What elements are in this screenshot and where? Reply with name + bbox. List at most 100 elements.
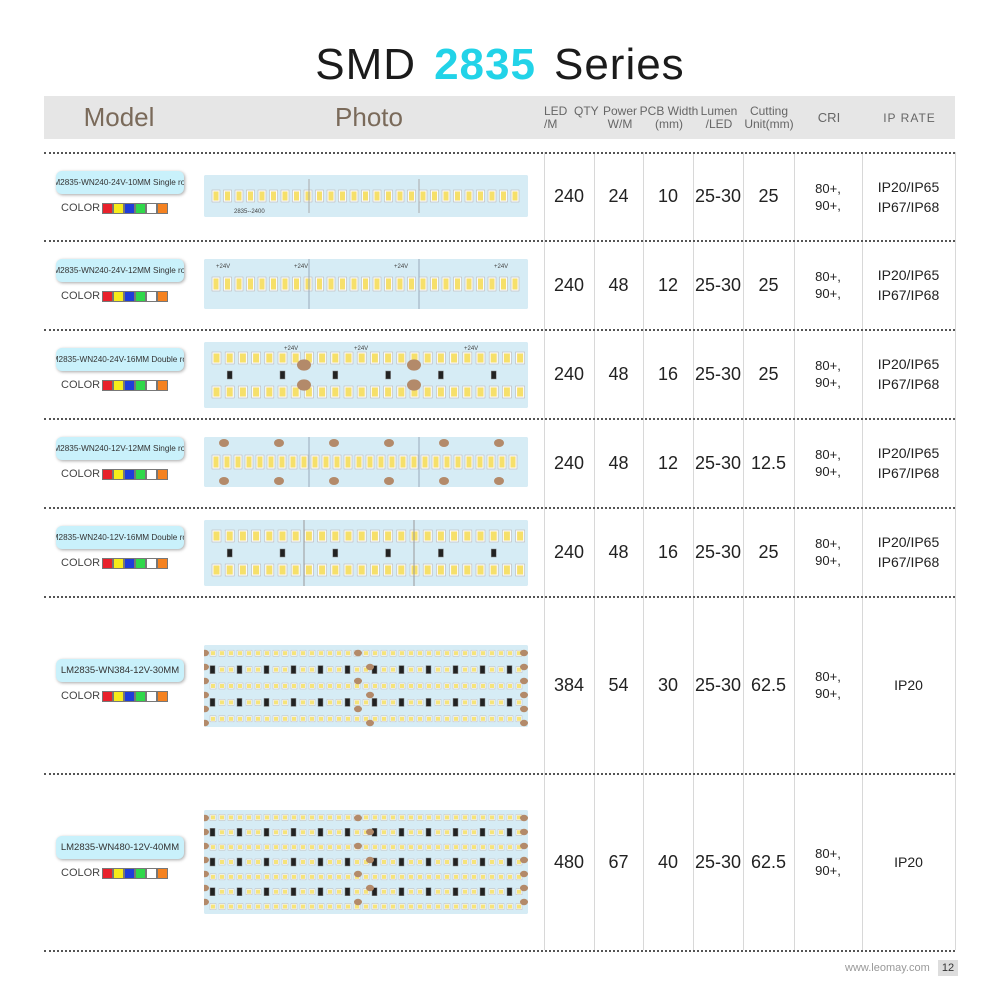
led-strip-graphic <box>204 520 528 586</box>
cri-value: 90+, <box>815 375 841 390</box>
led-strip-photo: +24V +24V +24V +24V <box>204 259 528 309</box>
cell-lumen: 25-30 <box>694 541 742 562</box>
led-strip-graphic <box>204 645 528 727</box>
cell-led-qty: 240 <box>553 274 585 295</box>
color-swatch <box>146 690 158 702</box>
color-swatch <box>157 690 169 702</box>
header-power: Power W/M <box>602 103 637 131</box>
column-divider <box>743 152 744 950</box>
header-cri: CRI <box>817 110 841 125</box>
column-divider <box>862 152 863 950</box>
cri-value: 80+, <box>815 536 841 551</box>
led-strip-graphic <box>204 810 528 914</box>
cell-cri: 80+, 90+, <box>794 241 862 329</box>
column-divider <box>693 152 694 950</box>
cri-value: 80+, <box>815 846 841 861</box>
cell-led-qty: 240 <box>553 452 585 473</box>
cri-value: 90+, <box>815 553 841 568</box>
color-label: COLOR <box>61 290 101 302</box>
cell-cri: 80+, 90+, <box>794 774 862 950</box>
cell-ip-rate: IP20/IP65 IP67/IP68 <box>862 330 955 418</box>
color-options: COLOR <box>61 290 169 302</box>
cell-power: 48 <box>608 363 629 384</box>
cell-led-qty: 240 <box>553 186 585 206</box>
cri-value: 80+, <box>815 269 841 284</box>
title-prefix: SMD <box>315 40 417 89</box>
page-number: 12 <box>938 960 958 976</box>
row-separator <box>44 950 955 952</box>
cell-power: 24 <box>608 186 629 206</box>
product-row: LM2835-WN384-12V-30MM COLOR 384 54 30 25-30 62… <box>44 597 955 773</box>
column-divider <box>794 152 795 950</box>
cell-ip-rate: IP20 <box>862 774 955 950</box>
cell-pcb: 10 <box>657 186 679 206</box>
model-badge: LM2835-WN240-24V-10MM Single row <box>56 171 184 194</box>
product-row: LM2835-WN240-24V-16MM Double row COLOR +24… <box>44 330 955 418</box>
cell-pcb: 12 <box>657 274 679 295</box>
color-swatch <box>102 202 114 214</box>
product-row: LM2835-WN240-24V-10MM Single row COLOR 283… <box>44 153 955 240</box>
led-strip-graphic: 2835--2400 <box>204 175 528 217</box>
svg-text:+24V: +24V <box>216 264 230 270</box>
ip-value: IP67/IP68 <box>877 554 940 570</box>
header-led-qty: LED QTY /M <box>544 103 599 131</box>
cell-led-qty: 480 <box>553 851 585 872</box>
svg-text:+24V: +24V <box>294 264 308 270</box>
cell-pcb: 40 <box>657 851 679 872</box>
cell-pcb: 30 <box>657 674 679 695</box>
led-strip-photo <box>204 437 528 487</box>
cri-value: 90+, <box>815 686 841 701</box>
cell-cri: 80+, 90+, <box>794 597 862 773</box>
ip-value: IP67/IP68 <box>877 287 940 303</box>
svg-text:+24V: +24V <box>494 264 508 270</box>
color-swatch <box>113 290 125 302</box>
color-options: COLOR <box>61 690 169 702</box>
color-swatch <box>124 202 136 214</box>
color-swatch <box>113 379 125 391</box>
row-separator <box>44 152 955 154</box>
cell-cutting: 62.5 <box>750 674 787 695</box>
row-separator <box>44 507 955 509</box>
header-cutting-unit: Cutting Unit(mm) <box>744 103 794 131</box>
color-swatch <box>146 867 158 879</box>
column-divider <box>544 152 545 950</box>
cell-cri: 80+, 90+, <box>794 153 862 240</box>
color-swatch <box>135 379 147 391</box>
model-badge: LM2835-WN240-12V-16MM Double row <box>56 526 184 549</box>
color-swatch <box>146 468 158 480</box>
cri-value: 80+, <box>815 180 841 196</box>
title-suffix: Series <box>553 40 685 89</box>
cell-pcb: 12 <box>657 452 679 473</box>
color-label: COLOR <box>61 202 101 214</box>
cell-cutting: 25 <box>758 541 779 562</box>
cell-power: 48 <box>608 452 629 473</box>
cell-lumen: 25-30 <box>694 452 742 473</box>
color-swatch <box>157 202 169 214</box>
cri-value: 80+, <box>815 358 841 373</box>
cell-led-qty: 384 <box>553 674 585 695</box>
cell-cri: 80+, 90+, <box>794 508 862 596</box>
color-swatch <box>157 290 169 302</box>
header-pcb-width: PCB Width (mm) <box>639 103 699 131</box>
cri-value: 90+, <box>815 286 841 301</box>
led-strip-photo: +24V +24V +24V <box>204 342 528 408</box>
color-options: COLOR <box>61 379 169 391</box>
cell-lumen: 25-30 <box>694 851 742 872</box>
product-row: LM2835-WN240-12V-12MM Single row COLOR 240… <box>44 419 955 507</box>
cell-ip-rate: IP20/IP65 IP67/IP68 <box>862 153 955 240</box>
page-title: SMD 2835 Series <box>0 40 1000 90</box>
led-strip-photo: 2835--2400 <box>204 175 528 217</box>
svg-text:2835--2400: 2835--2400 <box>234 209 265 215</box>
cri-value: 90+, <box>815 197 841 213</box>
color-swatch <box>135 290 147 302</box>
color-swatch <box>102 290 114 302</box>
color-swatch <box>124 557 136 569</box>
color-swatch <box>113 867 125 879</box>
header-lumen: Lumen /LED <box>700 103 738 131</box>
color-swatch <box>113 690 125 702</box>
model-badge: LM2835-WN240-24V-16MM Double row <box>56 348 184 371</box>
color-label: COLOR <box>61 468 101 480</box>
led-strip-photo <box>204 645 528 727</box>
model-badge: LM2835-WN240-24V-12MM Single row <box>56 259 184 282</box>
table-header: Model Photo LED QTY /M Power W/M PCB Wid… <box>44 96 955 139</box>
